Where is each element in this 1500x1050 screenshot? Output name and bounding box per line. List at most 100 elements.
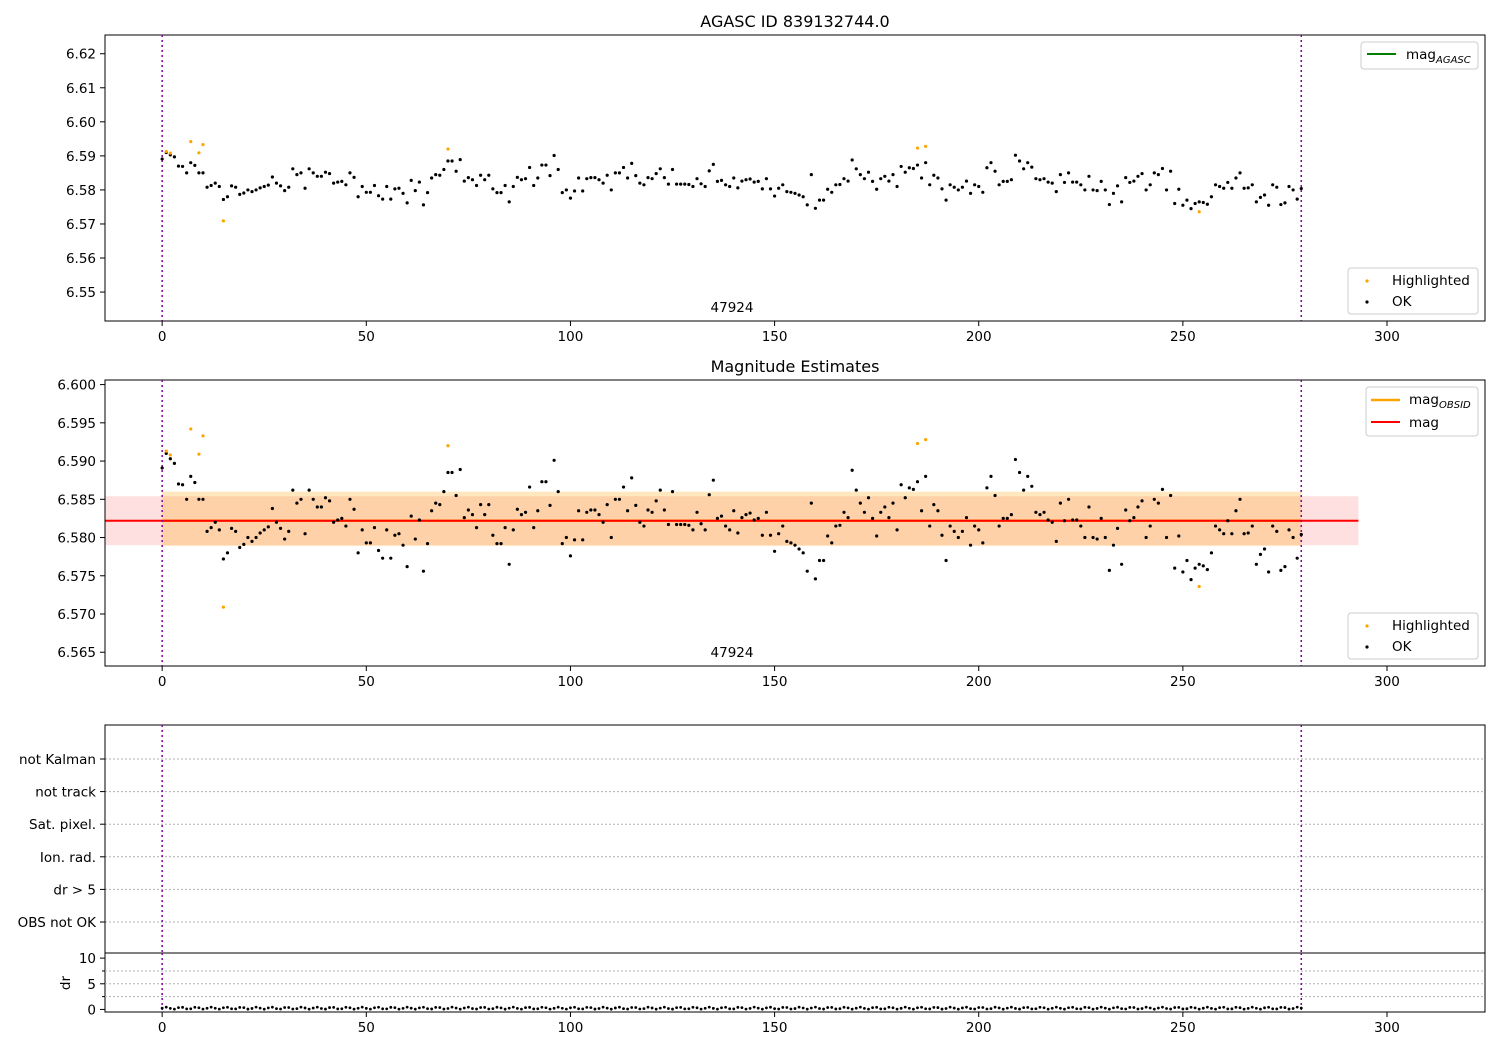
- ok-point: [1009, 178, 1013, 182]
- ok-point: [303, 532, 307, 536]
- ok-point: [772, 194, 777, 198]
- ok-point: [1283, 201, 1287, 205]
- ok-point: [323, 170, 328, 174]
- highlighted-point: [164, 149, 168, 154]
- ok-point: [911, 166, 916, 171]
- ok-point: [989, 474, 993, 478]
- dr-point: [724, 1005, 727, 1009]
- ok-point: [842, 510, 846, 514]
- dr-point: [756, 1006, 760, 1010]
- ok-point: [1087, 174, 1091, 178]
- ok-point: [813, 206, 818, 210]
- ok-point: [736, 531, 740, 535]
- ok-point: [368, 190, 372, 194]
- dr-point: [973, 1007, 977, 1011]
- ok-point: [650, 177, 654, 181]
- dr-point: [560, 1006, 564, 1010]
- ok-point: [197, 171, 201, 175]
- dr-point: [1120, 1007, 1124, 1011]
- ok-point: [944, 198, 948, 202]
- ok-point: [176, 164, 181, 168]
- ok-point: [287, 529, 291, 534]
- dr-point: [573, 1005, 576, 1009]
- ok-point: [397, 532, 401, 536]
- dr-point: [160, 1006, 164, 1010]
- ok-point: [185, 171, 189, 175]
- legend-highlighted-label: Highlighted: [1392, 273, 1470, 289]
- dr-point: [193, 1005, 197, 1009]
- ok-point: [438, 173, 442, 177]
- ok-point: [1226, 180, 1230, 185]
- ok-point: [748, 177, 752, 181]
- ok-point: [679, 522, 683, 527]
- ok-point: [732, 176, 736, 180]
- x-tick-label: 50: [358, 329, 375, 345]
- ok-point: [417, 518, 421, 522]
- ok-point: [503, 525, 507, 530]
- legend-mag-obsid-label: magOBSID: [1409, 392, 1471, 411]
- dr-point: [581, 1007, 585, 1011]
- ok-point: [977, 184, 981, 189]
- ok-point: [385, 184, 389, 189]
- ok-point: [1152, 497, 1156, 501]
- ok-point: [352, 507, 356, 511]
- y-tick-label: 6.62: [66, 47, 96, 63]
- ok-point: [229, 526, 234, 530]
- panel1-ok-points: [160, 150, 1303, 211]
- dr-point: [368, 1007, 372, 1011]
- ok-point: [666, 182, 671, 186]
- ok-point: [858, 501, 862, 505]
- ok-point: [291, 488, 295, 492]
- ok-point: [728, 528, 732, 532]
- ok-point: [1017, 159, 1022, 163]
- ok-point: [1222, 532, 1226, 536]
- ok-point: [360, 184, 364, 189]
- dr-point: [822, 1007, 825, 1011]
- ok-point: [1254, 200, 1258, 204]
- ok-point: [1185, 558, 1189, 563]
- dr-point: [479, 1006, 483, 1009]
- ok-point: [703, 184, 707, 189]
- ok-point: [973, 524, 977, 528]
- ok-point: [381, 556, 385, 560]
- ok-point: [1181, 203, 1185, 207]
- flag-row-label: Sat. pixel.: [29, 817, 96, 833]
- ok-point: [634, 174, 638, 178]
- ok-point: [434, 501, 438, 505]
- ok-point: [1022, 488, 1026, 492]
- ok-point: [760, 187, 764, 191]
- dr-point: [528, 1005, 532, 1009]
- ok-point: [854, 167, 858, 171]
- dr-point: [871, 1006, 874, 1010]
- dr-point: [1152, 1007, 1156, 1011]
- ok-point: [630, 476, 634, 480]
- ok-point: [605, 173, 609, 177]
- y-tick-label: 6.61: [66, 81, 96, 97]
- ok-point: [1062, 180, 1067, 185]
- ok-point: [246, 535, 250, 540]
- dr-point: [393, 1006, 397, 1010]
- ok-point: [458, 467, 462, 472]
- ok-point: [348, 171, 352, 175]
- ok-point: [826, 187, 830, 191]
- dr-point: [1291, 1007, 1295, 1010]
- highlighted-point: [1197, 210, 1201, 214]
- panel4-dr-points: [160, 1005, 1303, 1011]
- ok-point: [1148, 183, 1152, 187]
- dr-point: [863, 1006, 866, 1010]
- y-tick-label: 10: [79, 951, 96, 967]
- ok-point: [319, 505, 323, 509]
- dr-point: [430, 1007, 434, 1011]
- ok-point: [956, 535, 960, 540]
- dr-point: [332, 1005, 336, 1009]
- dr-point: [609, 1007, 613, 1011]
- dr-point: [1026, 1005, 1030, 1009]
- dr-point: [752, 1005, 756, 1009]
- ok-point: [376, 548, 381, 553]
- ok-point: [850, 468, 854, 472]
- highlighted-point: [168, 453, 172, 457]
- panel1-annotation: 47924: [711, 300, 754, 316]
- ok-point: [221, 197, 226, 202]
- dr-point: [1234, 1005, 1238, 1009]
- ok-point: [234, 185, 238, 189]
